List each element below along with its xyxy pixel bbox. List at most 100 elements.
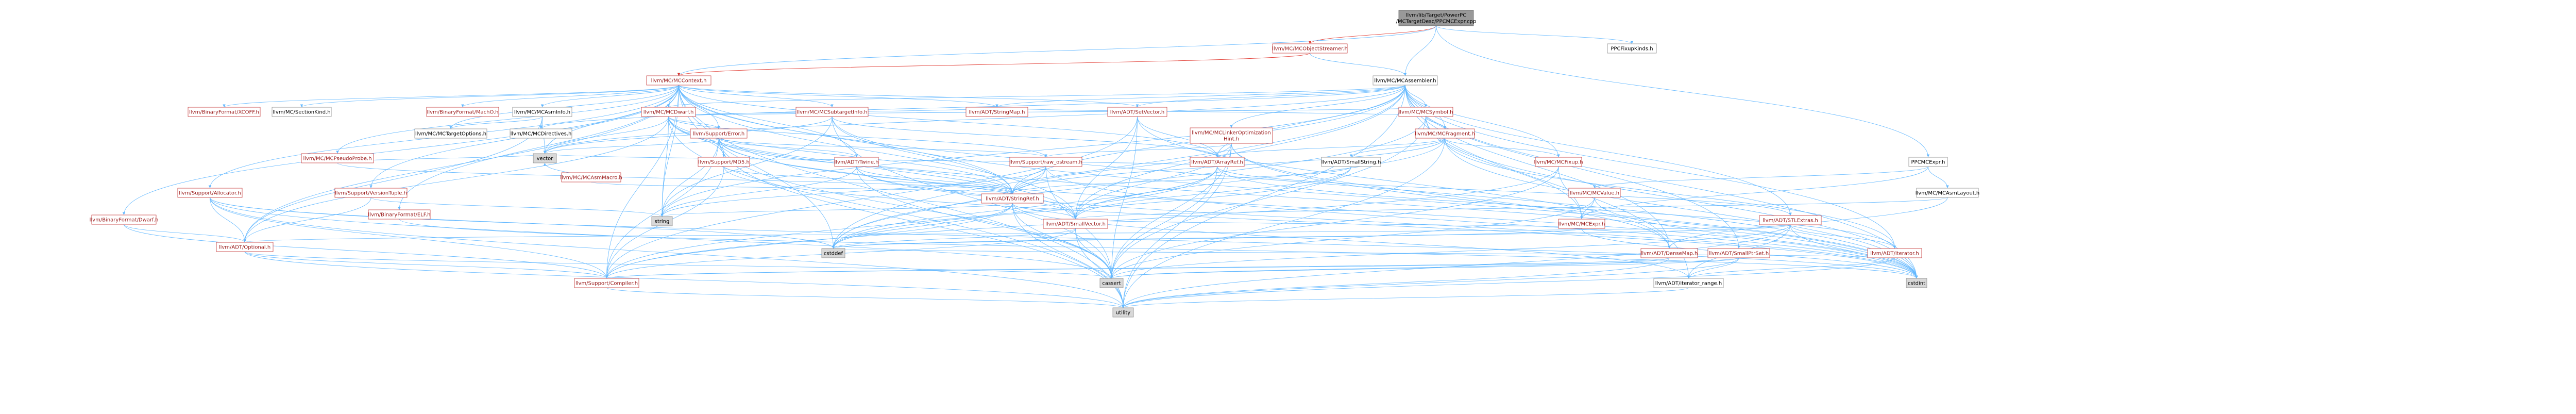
node-box <box>1707 248 1770 258</box>
node-iterator[interactable]: llvm/ADT/iterator.h <box>1867 248 1922 258</box>
node-adtsmallvector[interactable]: llvm/ADT/SmallVector.h <box>1043 219 1108 229</box>
node-root: llvm/lib/Target/PowerPC/MCTargetDesc/PPC… <box>1396 10 1476 26</box>
node-box <box>510 128 572 139</box>
edge-mcdwarf-to-rawostream <box>668 116 1047 158</box>
node-stringmap[interactable]: llvm/ADT/StringMap.h <box>965 107 1028 117</box>
node-box <box>1099 278 1124 288</box>
node-box <box>1640 248 1698 258</box>
node-cassert: cassert <box>1099 278 1124 288</box>
edge-mccontext-to-supportmd5 <box>679 85 725 158</box>
edge-mcassembler-to-adtsmallvector <box>1074 85 1405 220</box>
edge-root-to-ppcfixupkinds <box>1436 25 1634 44</box>
node-twine[interactable]: llvm/ADT/Twine.h <box>834 157 879 167</box>
edge-iterator-to-cstddef <box>833 248 1895 258</box>
node-label: llvm/ADT/DenseMap.h <box>1641 251 1698 257</box>
edge-smallptrset-to-cassert <box>1110 257 1739 279</box>
node-supportallocator[interactable]: llvm/Support/Allocator.h <box>177 188 243 198</box>
node-mcfragment[interactable]: llvm/MC/MCFragment.h <box>1415 128 1475 139</box>
edge-adtsmallvector-to-cassert <box>1075 228 1113 279</box>
edge-mccontext-to-stringref <box>679 85 1014 194</box>
node-stringref[interactable]: llvm/ADT/StringRef.h <box>981 193 1044 204</box>
node-label: vector <box>537 156 554 162</box>
edge-stringref-to-cassert <box>1012 203 1113 279</box>
node-mcsubtargetinfo[interactable]: llvm/MC/MCSubtargetInfo.h <box>795 107 869 117</box>
node-mcdwarf[interactable]: llvm/MC/MCDwarf.h <box>641 107 696 117</box>
edge-mcassembler-to-cstddef <box>832 85 1405 249</box>
edge-smallptrset-to-compiler <box>605 257 1739 279</box>
node-box <box>965 107 1028 117</box>
node-versiontuple[interactable]: llvm/Support/VersionTuple.h <box>334 188 408 198</box>
edge-supporterror-to-adtsmallvector <box>718 138 1077 220</box>
edge-optional-to-utility <box>244 251 1125 308</box>
node-mcdirectives[interactable]: llvm/MC/MCDirectives.h <box>510 128 572 139</box>
edge-supportallocator-to-cstdint <box>210 197 1918 279</box>
edge-stringref-to-adtsmallvector <box>1012 203 1077 220</box>
node-ppcfixupkinds[interactable]: PPCFixupKinds.h <box>1607 43 1657 54</box>
node-densemap[interactable]: llvm/ADT/DenseMap.h <box>1640 248 1698 258</box>
node-rawostream[interactable]: llvm/Support/raw_ostream.h <box>1009 157 1082 167</box>
edge-mcdwarf-to-stringref <box>668 116 1014 194</box>
edge-arrayref-to-compiler <box>605 166 1217 279</box>
edge-mcobjstreamer-to-mccontext <box>677 53 1310 76</box>
node-label: llvm/ADT/iterator.h <box>1870 251 1919 257</box>
node-smallvector[interactable]: llvm/ADT/SetVector.h <box>1107 107 1167 117</box>
node-mcfixup[interactable]: llvm/MC/MCFixup.h <box>1534 157 1583 167</box>
node-label: llvm/BinaryFormat/MachO.h <box>427 110 499 115</box>
node-mcobjstreamer[interactable]: llvm/MC/MCObjectStreamer.h <box>1272 43 1348 54</box>
node-iteratorrange[interactable]: llvm/ADT/iterator_range.h <box>1653 278 1724 288</box>
node-ppcmcexpr[interactable]: PPCMCExpr.h <box>1908 157 1948 167</box>
node-label: llvm/ADT/StringMap.h <box>969 110 1025 115</box>
node-mcasmmacro[interactable]: llvm/MC/MCAsmMacro.h <box>560 172 622 183</box>
node-optional[interactable]: llvm/ADT/Optional.h <box>216 242 274 252</box>
node-supportmd5[interactable]: llvm/Support/MD5.h <box>698 157 750 167</box>
node-mcsymbol[interactable]: llvm/MC/MCSymbol.h <box>1399 107 1453 117</box>
node-stlextras[interactable]: llvm/ADT/STLExtras.h <box>1759 215 1822 225</box>
node-mcexpr[interactable]: llvm/MC/MCExpr.h <box>1558 219 1605 229</box>
node-box <box>795 107 869 117</box>
edge-supportallocator-to-optional <box>210 197 246 243</box>
edge-mcvalue-to-cassert <box>1110 197 1595 279</box>
node-mccontext[interactable]: llvm/MC/MCContext.h <box>646 75 711 86</box>
node-sectionkind[interactable]: llvm/MC/SectionKind.h <box>272 107 332 117</box>
node-mcassembler[interactable]: llvm/MC/MCAssembler.h <box>1372 75 1438 86</box>
node-mcasminfo[interactable]: llvm/MC/MCAsmInfo.h <box>512 107 572 117</box>
node-mcvalue[interactable]: llvm/MC/MCValue.h <box>1568 188 1621 198</box>
node-mctargetoptions[interactable]: llvm/MC/MCTargetOptions.h <box>414 128 487 139</box>
node-supporterror[interactable]: llvm/Support/Error.h <box>690 128 748 139</box>
edge-mcfragment-to-iterator <box>1445 138 1896 249</box>
edge-arrayref-to-cassert <box>1110 166 1217 279</box>
edge-ppcmcexpr-to-mcexpr <box>1580 166 1928 220</box>
node-label: llvm/MC/MCAsmInfo.h <box>514 110 570 115</box>
edge-dwarf-to-optional <box>124 224 246 243</box>
node-smallptrset[interactable]: llvm/ADT/SmallPtrSet.h <box>1707 248 1770 258</box>
node-label: llvm/ADT/Optional.h <box>219 245 270 251</box>
edge-smallptrset-to-iteratorrange <box>1687 257 1739 279</box>
node-label: llvm/MC/MCValue.h <box>1570 191 1619 196</box>
edge-smallvector-to-cassert <box>1110 116 1138 279</box>
edge-mcdwarf-to-mcsymbol <box>668 107 1427 117</box>
node-vector: vector <box>533 153 557 163</box>
edge-adtsmallvector-to-cstddef <box>832 228 1076 249</box>
node-box <box>561 172 621 183</box>
edge-rawostream-to-stringref <box>1011 166 1046 194</box>
node-arrayref[interactable]: llvm/ADT/ArrayRef.h <box>1190 157 1245 167</box>
node-mcasmlayout[interactable]: llvm/MC/MCAsmLayout.h <box>1916 188 1979 198</box>
node-label: llvm/ADT/StringRef.h <box>986 196 1039 202</box>
node-smallstring[interactable]: llvm/ADT/SmallString.h <box>1321 157 1381 167</box>
node-macho[interactable]: llvm/BinaryFormat/MachO.h <box>426 107 499 117</box>
node-label: llvm/Support/raw_ostream.h <box>1009 160 1082 165</box>
node-dwarf[interactable]: llvm/BinaryFormat/Dwarf.h <box>90 214 159 225</box>
dependency-nodes: llvm/lib/Target/PowerPC/MCTargetDesc/PPC… <box>90 10 1979 318</box>
node-elf[interactable]: llvm/BinaryFormat/ELF.h <box>368 209 431 220</box>
node-coff[interactable]: llvm/BinaryFormat/XCOFF.h <box>188 107 261 117</box>
node-label: llvm/BinaryFormat/XCOFF.h <box>189 110 259 115</box>
edge-mcsubtargetinfo-to-cassert <box>832 116 1113 279</box>
edge-mcassembler-to-mcfragment <box>1405 85 1447 129</box>
edge-stlextras-to-cstdint <box>1790 224 1918 279</box>
node-box <box>1653 278 1724 288</box>
node-compiler[interactable]: llvm/Support/Compiler.h <box>574 278 639 288</box>
node-label: cstdint <box>1908 281 1925 287</box>
node-mcpseudoprobe[interactable]: llvm/MC/MCPseudoProbe.h <box>301 153 374 163</box>
edge-mcdwarf-to-utility <box>668 116 1125 308</box>
